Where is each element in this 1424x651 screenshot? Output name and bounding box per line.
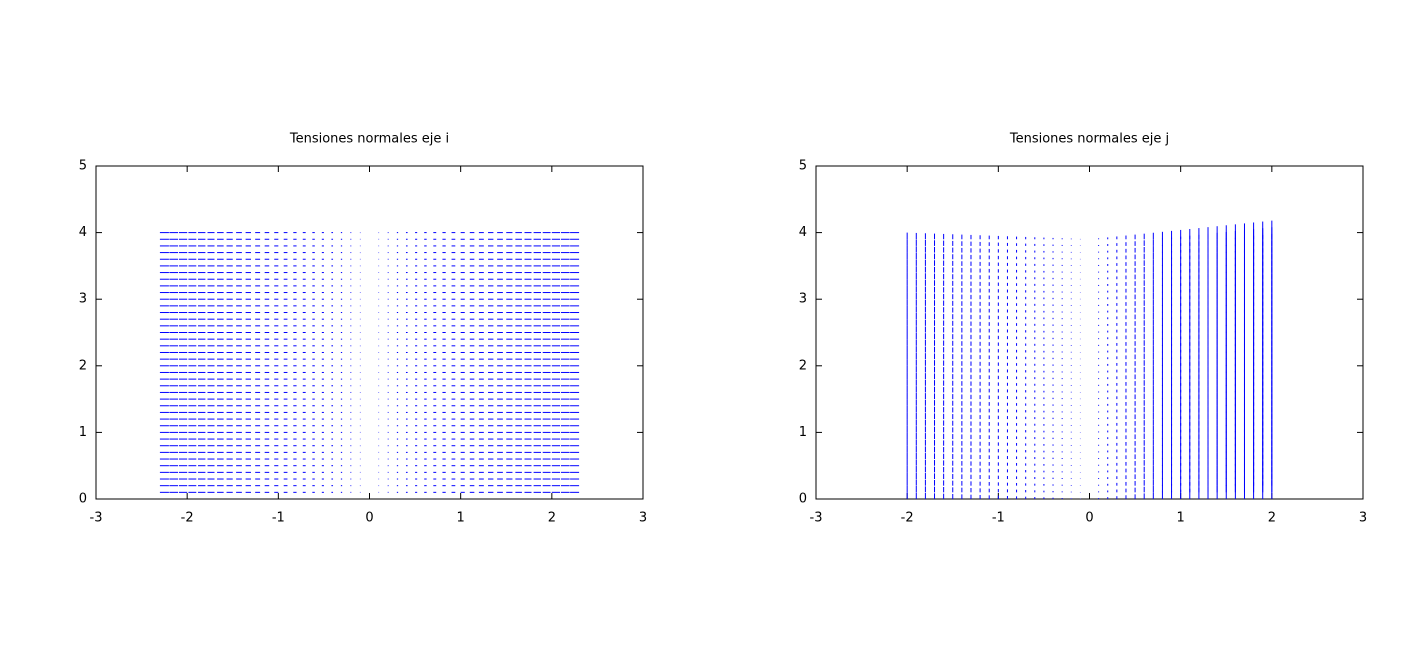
y-tick-label: 5: [79, 159, 87, 174]
y-tick-label: 1: [79, 425, 87, 440]
y-tick-label: 0: [79, 492, 87, 507]
x-tick-label: 0: [1085, 511, 1093, 526]
x-tick-label: -2: [181, 511, 194, 526]
x-tick-label: 1: [1177, 511, 1185, 526]
plot-title: Tensiones normales eje j: [1009, 132, 1169, 147]
x-tick-label: 3: [1359, 511, 1367, 526]
x-tick-label: -1: [992, 511, 1005, 526]
x-tick-label: 0: [365, 511, 373, 526]
y-tick-label: 4: [79, 225, 87, 240]
x-tick-label: -1: [272, 511, 285, 526]
axes-box: [815, 165, 1364, 500]
x-tick-label: -2: [901, 511, 914, 526]
x-tick-label: -3: [90, 511, 103, 526]
y-tick-label: 0: [799, 492, 807, 507]
x-tick-label: 2: [548, 511, 556, 526]
x-tick-label: -3: [810, 511, 823, 526]
y-tick-label: 3: [79, 292, 87, 307]
y-tick-label: 2: [799, 358, 807, 373]
y-tick-label: 2: [79, 358, 87, 373]
y-tick-label: 1: [799, 425, 807, 440]
plot: Tensiones normales eje j -3 -2 -1 0 1 2 3 0 1 2 3 4 5: [799, 132, 1367, 526]
x-tick-label: 1: [457, 511, 465, 526]
x-tick-label: 3: [639, 511, 647, 526]
y-tick-label: 4: [799, 225, 807, 240]
y-tick-label: 5: [799, 159, 807, 174]
y-tick-label: 3: [799, 292, 807, 307]
plot: Tensiones normales eje i -3 -2 -1 0 1 2 3 0 1 2 3 4 5: [79, 132, 647, 526]
x-tick-label: 2: [1268, 511, 1276, 526]
plot-title: Tensiones normales eje i: [289, 132, 449, 147]
